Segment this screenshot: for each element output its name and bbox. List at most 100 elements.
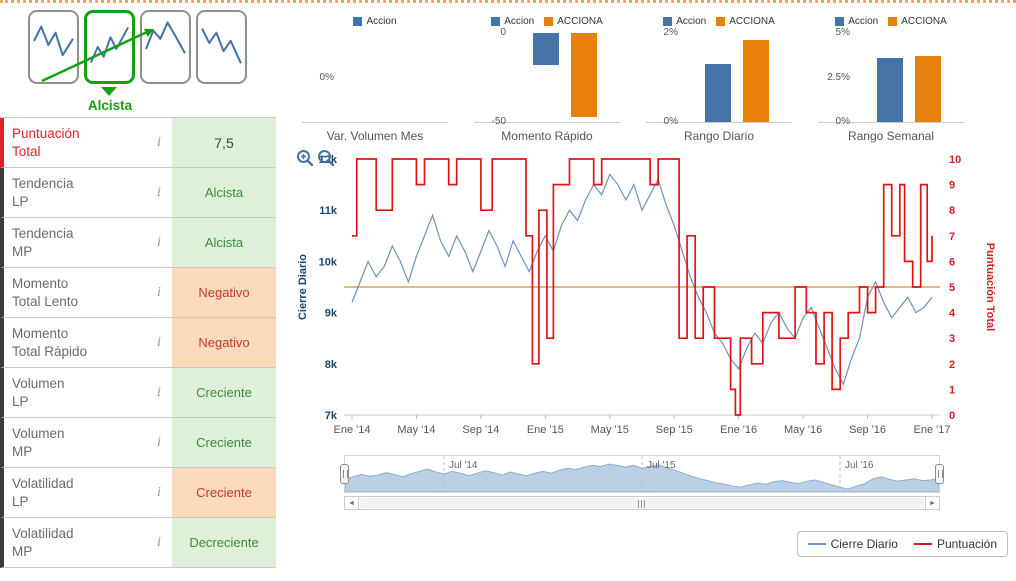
main-chart: Ene '14 May '14 Sep '14 Ene '15 May '15 Sep '…	[292, 147, 1004, 453]
indicator-value: Decreciente	[172, 518, 276, 567]
svg-text:3: 3	[949, 333, 955, 345]
legend-swatch	[663, 16, 673, 26]
selected-pattern-label: Alcista	[87, 98, 133, 113]
legend-item-cierre-diario[interactable]: Cierre Diario	[807, 537, 898, 551]
mini-chart-rango-diario: Accion ACCIONA 2% 0% Rango Diario	[646, 9, 792, 143]
indicator-label-line1: Volatilidad	[12, 475, 74, 491]
svg-text:9k: 9k	[325, 308, 338, 320]
legend-swatch	[353, 16, 363, 26]
legend-item-acciona[interactable]: ACCIONA	[716, 16, 775, 27]
svg-text:6: 6	[949, 256, 955, 268]
legend-item-accion[interactable]: Accion	[353, 15, 397, 27]
indicator-label: Volatilidad MP	[4, 525, 146, 560]
y-axis-tick: 2.5%	[827, 71, 850, 83]
bar-accion[interactable]	[533, 33, 559, 66]
pattern-thumb-wave[interactable]	[28, 10, 79, 84]
indicator-label: Puntuación Total	[4, 125, 146, 160]
indicator-row-volumen-mp: Volumen MP i Creciente	[0, 418, 276, 468]
indicator-value: 7,5	[172, 118, 276, 167]
scroll-right-arrow-icon[interactable]: ►	[925, 497, 939, 509]
legend-item-acciona[interactable]: ACCIONA	[888, 16, 947, 27]
scrollbar-track[interactable]	[359, 497, 925, 509]
svg-text:10k: 10k	[319, 256, 338, 268]
zoom-out-icon[interactable]	[317, 149, 335, 167]
zoom-controls	[296, 149, 335, 167]
trend-pattern-selector: Alcista	[0, 3, 276, 117]
info-icon[interactable]: i	[157, 434, 161, 450]
indicator-value: Alcista	[172, 218, 276, 267]
info-icon[interactable]: i	[157, 184, 161, 200]
bar-accion[interactable]	[877, 57, 903, 122]
svg-text:5: 5	[949, 282, 955, 294]
legend-item-acciona[interactable]: ACCIONA	[544, 16, 603, 27]
svg-text:7k: 7k	[325, 410, 338, 422]
svg-text:Sep '14: Sep '14	[462, 424, 499, 436]
indicator-table: Puntuación Total i 7,5 Tendencia LP i Alci…	[0, 117, 276, 568]
mini-chart-legend: Accion ACCIONA	[646, 9, 792, 33]
svg-text:May '14: May '14	[397, 424, 435, 436]
svg-text:8k: 8k	[325, 359, 338, 371]
svg-text:10: 10	[949, 154, 961, 166]
pattern-thumb-uptrend-selected[interactable]	[84, 10, 135, 84]
pattern-thumb-peak[interactable]	[140, 10, 191, 84]
mini-chart-var-volumen-mes: Accion 0% Var. Volumen Mes	[302, 9, 448, 143]
svg-text:7: 7	[949, 231, 955, 243]
indicator-row-volatilidad-lp: Volatilidad LP i Creciente	[0, 468, 276, 518]
indicator-label-line1: Volumen	[12, 425, 65, 441]
indicator-label-line1: Tendencia	[12, 225, 74, 241]
mini-chart-plot: 0%	[302, 33, 448, 123]
navigator-right-handle[interactable]	[935, 464, 944, 484]
legend-item-accion[interactable]: Accion	[491, 16, 534, 27]
mini-chart-title: Rango Diario	[683, 129, 755, 143]
legend-line-sample	[913, 543, 932, 545]
indicator-label: Volumen LP	[4, 375, 146, 410]
info-icon[interactable]: i	[157, 284, 161, 300]
indicator-label-line1: Momento	[12, 275, 69, 291]
info-icon[interactable]: i	[157, 384, 161, 400]
y-axis-tick: 2%	[663, 27, 678, 38]
horizontal-scrollbar[interactable]: ◄ ►	[344, 496, 940, 510]
info-icon[interactable]: i	[157, 134, 161, 150]
indicator-label-line2: Total Lento	[12, 293, 79, 309]
indicator-label-line1: Puntuación	[12, 125, 80, 141]
bar-acciona[interactable]	[915, 56, 941, 122]
indicator-value: Negativo	[172, 318, 276, 367]
price-score-chart[interactable]: Ene '14 May '14 Sep '14 Ene '15 May '15 Sep '…	[292, 147, 1004, 453]
legend-label: Accion	[366, 15, 397, 27]
mini-chart-legend: Accion ACCIONA	[474, 9, 620, 33]
chart-navigator[interactable]: Jul '14 Jul '15 Jul '16	[340, 455, 944, 493]
indicator-value: Creciente	[172, 368, 276, 417]
svg-text:9: 9	[949, 180, 955, 192]
bar-accion[interactable]	[705, 64, 731, 122]
scroll-left-arrow-icon[interactable]: ◄	[345, 497, 359, 509]
legend-item-accion[interactable]: Accion	[835, 16, 878, 27]
info-icon[interactable]: i	[157, 534, 161, 550]
legend-line-sample	[807, 543, 826, 545]
info-icon[interactable]: i	[157, 234, 161, 250]
svg-text:May '16: May '16	[784, 424, 822, 436]
y-axis-tick: 5%	[835, 27, 850, 38]
legend-item-puntuacion[interactable]: Puntuación	[913, 537, 997, 551]
scrollbar-thumb[interactable]	[360, 498, 924, 508]
legend-item-accion[interactable]: Accion	[663, 16, 706, 27]
svg-text:11k: 11k	[319, 205, 338, 217]
bar-acciona[interactable]	[571, 33, 597, 117]
pattern-thumb-downtrend[interactable]	[196, 10, 247, 84]
indicator-label: Momento Total Rápido	[4, 325, 146, 360]
info-icon[interactable]: i	[157, 334, 161, 350]
legend-label: Accion	[848, 15, 879, 27]
bar-acciona[interactable]	[743, 39, 769, 122]
indicator-row-volatilidad-mp: Volatilidad MP i Decreciente	[0, 518, 276, 568]
zoom-in-icon[interactable]	[296, 149, 314, 167]
svg-text:Ene '17: Ene '17	[914, 424, 951, 436]
navigator-left-handle[interactable]	[340, 464, 349, 484]
svg-text:0: 0	[949, 410, 955, 422]
indicator-label-line2: MP	[12, 543, 33, 559]
y-axis-tick: 0%	[835, 116, 850, 127]
indicator-label-line2: MP	[12, 243, 33, 259]
indicator-label-line2: MP	[12, 443, 33, 459]
info-icon[interactable]: i	[157, 484, 161, 500]
y-axis-tick: 0%	[663, 116, 678, 127]
indicator-label: Tendencia MP	[4, 225, 146, 260]
